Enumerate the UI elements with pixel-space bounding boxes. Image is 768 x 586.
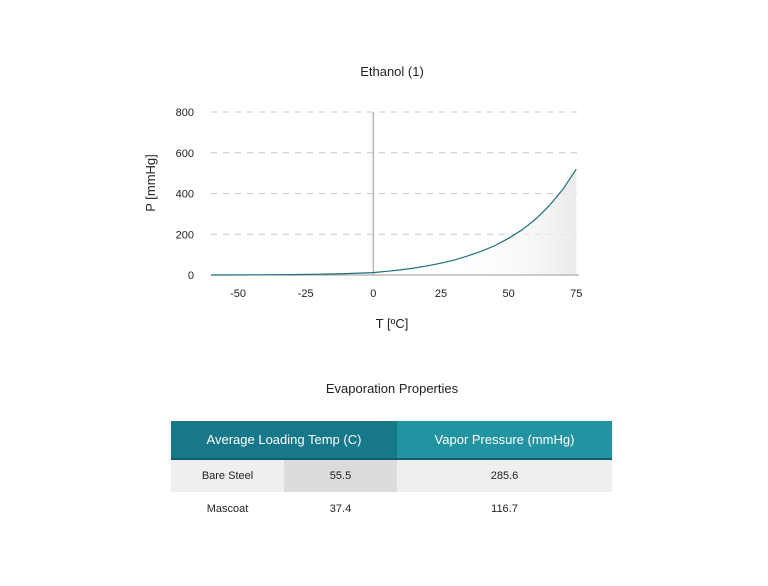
tick-layer: 0 200 400 600 800 -50 -25 0 25 50 75 <box>176 107 583 300</box>
y-axis-label: P [mmHg] <box>143 154 158 212</box>
table-row: Mascoat 37.4 116.7 <box>171 492 612 526</box>
header-vapor-pressure: Vapor Pressure (mmHg) <box>397 421 612 459</box>
grid-layer <box>211 111 579 235</box>
x-axis-label: T [ºC] <box>376 316 409 331</box>
header-loading-temp: Average Loading Temp (C) <box>171 421 397 459</box>
y-tick-label: 200 <box>176 229 194 241</box>
x-tick-label: 50 <box>503 288 515 300</box>
row-pressure: 116.7 <box>397 492 612 526</box>
table-row: Bare Steel 55.5 285.6 <box>171 459 612 492</box>
x-tick-label: 0 <box>370 288 376 300</box>
series-line <box>210 168 577 276</box>
table-title: Evaporation Properties <box>325 381 459 396</box>
y-tick-label: 0 <box>188 270 194 282</box>
x-tick-label: 25 <box>435 288 447 300</box>
y-tick-label: 800 <box>176 107 194 119</box>
line-layer <box>210 168 577 276</box>
table-header-row: Average Loading Temp (C) Vapor Pressure … <box>171 421 612 459</box>
evaporation-table: Average Loading Temp (C) Vapor Pressure … <box>171 421 612 526</box>
chart-title: Ethanol (1) <box>360 64 424 79</box>
x-tick-label: -25 <box>298 288 314 300</box>
row-temp: 37.4 <box>284 492 397 526</box>
row-pressure: 285.6 <box>397 459 612 492</box>
y-tick-label: 400 <box>176 189 194 201</box>
y-tick-label: 600 <box>176 148 194 160</box>
row-name: Bare Steel <box>171 459 284 492</box>
x-tick-label: 75 <box>570 288 582 300</box>
x-tick-label: -50 <box>230 288 246 300</box>
row-name: Mascoat <box>171 492 284 526</box>
vapor-pressure-chart: Ethanol (1) 0 200 400 600 800 -50 -25 0 25 50 75 T… <box>143 64 583 331</box>
series-area <box>211 169 577 275</box>
area-layer <box>211 169 577 275</box>
row-temp: 55.5 <box>284 459 397 492</box>
